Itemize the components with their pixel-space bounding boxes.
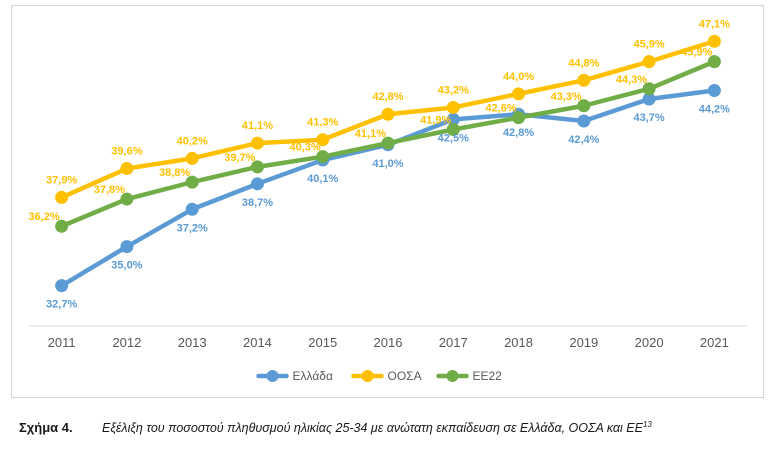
data-label: 42,6% bbox=[485, 103, 516, 115]
x-tick-label: 2012 bbox=[112, 335, 141, 350]
caption-footnote: 13 bbox=[642, 420, 652, 429]
legend-marker bbox=[361, 370, 374, 382]
data-label: 44,0% bbox=[503, 71, 534, 83]
data-label: 35,0% bbox=[111, 260, 142, 272]
data-label: 42,4% bbox=[568, 134, 599, 146]
data-point-2-5 bbox=[381, 136, 395, 150]
data-point-1-4 bbox=[316, 133, 330, 147]
data-point-2-6 bbox=[446, 123, 460, 137]
x-tick-label: 2018 bbox=[504, 335, 533, 350]
data-label: 38,7% bbox=[242, 197, 273, 209]
data-point-2-8 bbox=[577, 99, 591, 113]
data-label: 42,5% bbox=[438, 132, 469, 144]
data-point-1-5 bbox=[381, 107, 395, 121]
caption-text: Εξέλιξη του ποσοστού πληθυσμού ηλικίας 2… bbox=[102, 420, 762, 437]
data-label: 32,7% bbox=[46, 299, 77, 311]
data-point-1-3 bbox=[250, 136, 264, 150]
caption-body: Εξέλιξη του ποσοστού πληθυσμού ηλικίας 2… bbox=[102, 421, 643, 435]
data-point-2-4 bbox=[316, 150, 330, 164]
x-tick-label: 2019 bbox=[569, 335, 598, 350]
data-point-1-6 bbox=[446, 100, 460, 114]
legend-label: ΕΕ22 bbox=[473, 369, 503, 383]
data-point-2-9 bbox=[642, 82, 656, 96]
data-point-1-0 bbox=[55, 190, 69, 204]
data-point-2-0 bbox=[55, 219, 69, 233]
data-point-0-2 bbox=[185, 202, 199, 216]
legend-label: ΟΟΣΑ bbox=[388, 369, 422, 383]
data-label: 47,1% bbox=[699, 18, 730, 30]
x-tick-label: 2014 bbox=[243, 335, 272, 350]
data-label: 41,1% bbox=[355, 128, 386, 140]
data-label: 38,8% bbox=[159, 167, 190, 179]
data-label: 45,9% bbox=[633, 39, 664, 51]
data-point-1-8 bbox=[577, 73, 591, 87]
x-tick-label: 2011 bbox=[48, 335, 76, 350]
legend-item-2: ΕΕ22 bbox=[436, 369, 503, 383]
data-point-0-9 bbox=[642, 92, 656, 106]
data-label: 41,9% bbox=[420, 115, 451, 127]
x-tick-label: 2017 bbox=[439, 335, 468, 350]
legend-label: Ελλάδα bbox=[293, 369, 333, 383]
data-label: 44,8% bbox=[568, 57, 599, 69]
data-point-0-0 bbox=[55, 279, 69, 293]
data-label: 37,2% bbox=[177, 222, 208, 234]
x-tick-label: 2013 bbox=[178, 335, 207, 350]
legend-item-0: Ελλάδα bbox=[256, 369, 333, 383]
data-point-1-2 bbox=[185, 151, 199, 165]
legend-marker bbox=[266, 370, 279, 382]
data-label: 43,7% bbox=[633, 112, 664, 124]
data-label: 41,3% bbox=[307, 117, 338, 129]
data-label: 41,1% bbox=[242, 120, 273, 132]
data-point-0-10 bbox=[707, 83, 721, 97]
data-point-2-1 bbox=[120, 192, 134, 206]
data-label: 44,3% bbox=[616, 74, 647, 86]
data-label: 37,9% bbox=[46, 174, 77, 186]
data-label: 42,8% bbox=[372, 91, 403, 103]
data-label: 40,2% bbox=[177, 135, 208, 147]
data-point-0-6 bbox=[446, 112, 460, 126]
data-point-2-7 bbox=[512, 111, 526, 125]
data-label: 43,3% bbox=[551, 91, 582, 103]
line-chart: 2011 2012 2013 2014 2015 2016 2017 2018 2019 2020… bbox=[28, 18, 747, 383]
data-point-2-3 bbox=[250, 160, 264, 174]
data-label: 41,0% bbox=[372, 158, 403, 170]
data-point-0-8 bbox=[577, 114, 591, 128]
data-point-1-10 bbox=[707, 34, 721, 48]
data-label: 43,2% bbox=[438, 84, 469, 96]
data-label: 36,2% bbox=[28, 211, 59, 223]
data-point-1-1 bbox=[120, 162, 134, 176]
data-label: 39,7% bbox=[224, 152, 255, 164]
caption-label: Σχήμα 4. bbox=[19, 420, 73, 435]
data-label: 44,2% bbox=[699, 103, 730, 115]
x-tick-label: 2020 bbox=[635, 335, 664, 350]
x-tick-label: 2016 bbox=[374, 335, 403, 350]
data-point-2-10 bbox=[707, 55, 721, 69]
data-point-1-7 bbox=[512, 87, 526, 101]
x-tick-label: 2021 bbox=[700, 335, 729, 350]
legend-item-1: ΟΟΣΑ bbox=[351, 369, 422, 383]
data-label: 45,9% bbox=[681, 47, 712, 59]
data-point-0-1 bbox=[120, 240, 134, 254]
data-label: 40,3% bbox=[290, 142, 321, 154]
data-label: 37,8% bbox=[94, 184, 125, 196]
data-point-2-2 bbox=[185, 175, 199, 189]
data-point-1-9 bbox=[642, 55, 656, 69]
data-label: 39,6% bbox=[111, 146, 142, 158]
chart-frame: 2011 2012 2013 2014 2015 2016 2017 2018 2019 2020… bbox=[11, 5, 764, 398]
x-tick-label: 2015 bbox=[308, 335, 337, 350]
data-label: 42,8% bbox=[503, 127, 534, 139]
data-point-0-3 bbox=[250, 177, 264, 191]
data-label: 40,1% bbox=[307, 173, 338, 185]
legend-marker bbox=[446, 370, 459, 382]
